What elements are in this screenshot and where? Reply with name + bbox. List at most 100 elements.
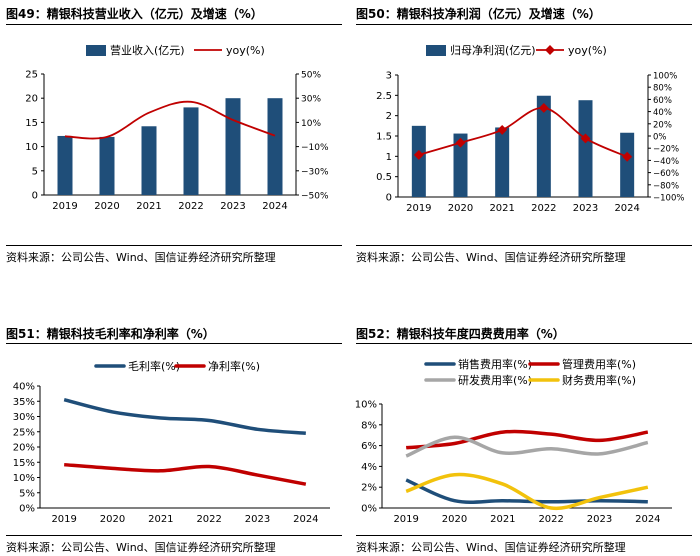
source-note-50: 资料来源：公司公告、Wind、国信证券经济研究所整理 xyxy=(356,251,626,264)
y-tick-label: 8% xyxy=(361,420,377,431)
x-tick-label: 2022 xyxy=(538,514,563,525)
series-line-1 xyxy=(64,462,307,486)
x-tick-label: 2023 xyxy=(245,514,270,525)
y-tick-label: 2% xyxy=(361,483,377,494)
legend-line-label: yoy(%) xyxy=(568,44,607,57)
yoy-marker-2023 xyxy=(580,133,591,144)
legend-label-1: 净利率(%) xyxy=(208,359,260,373)
y-tick-label: 10% xyxy=(13,473,35,484)
y-tick-label: 20% xyxy=(13,443,35,454)
y-tick-label: 0% xyxy=(361,504,377,515)
bar-2021 xyxy=(495,127,510,197)
left-tick-label: 0.5 xyxy=(376,172,392,183)
right-tick-label: 80% xyxy=(653,84,672,94)
x-tick-label: 2019 xyxy=(393,514,418,525)
x-tick-label: 2020 xyxy=(442,514,467,525)
x-tick-label: 2023 xyxy=(220,201,245,212)
yoy-marker-2019 xyxy=(413,149,424,160)
series-line-0 xyxy=(63,398,306,436)
legend-bar-swatch xyxy=(86,45,106,56)
y-tick-label: 40% xyxy=(13,382,35,393)
bar-2022 xyxy=(183,107,199,195)
right-tick-label: 60% xyxy=(653,96,672,106)
bar-2023 xyxy=(578,100,593,197)
x-tick-label: 2019 xyxy=(52,201,77,212)
title-rule-52 xyxy=(356,343,692,344)
legend-label-0: 毛利率(%) xyxy=(128,359,180,373)
x-tick-label: 2024 xyxy=(262,201,287,212)
x-tick-label: 2021 xyxy=(489,203,514,214)
left-tick-label: 15 xyxy=(25,118,38,129)
y-tick-label: 5% xyxy=(19,488,35,499)
legend-bar-label: 营业收入(亿元) xyxy=(110,43,185,57)
title-rule-49 xyxy=(6,24,342,25)
right-tick-label: −50% xyxy=(301,192,329,202)
legend-label-2: 研发费用率(%) xyxy=(458,373,532,387)
legend-label-0: 销售费用率(%) xyxy=(458,357,532,371)
legend-label-3: 财务费用率(%) xyxy=(562,373,636,387)
source-note-51: 资料来源：公司公告、Wind、国信证券经济研究所整理 xyxy=(6,541,276,554)
left-tick-label: 20 xyxy=(25,94,38,105)
left-tick-label: 25 xyxy=(25,70,38,81)
chart-title-51: 图51：精银科技毛利率和净利率（%） xyxy=(6,327,215,341)
left-tick-label: 5 xyxy=(32,166,38,177)
right-tick-label: −30% xyxy=(301,167,329,177)
source-rule-50 xyxy=(356,245,692,246)
x-tick-label: 2021 xyxy=(136,201,161,212)
right-tick-label: 0% xyxy=(653,133,667,143)
y-tick-label: 0% xyxy=(19,504,35,515)
left-tick-label: 0 xyxy=(386,193,392,204)
y-tick-label: 10% xyxy=(355,400,377,411)
series-line-0 xyxy=(405,478,648,504)
right-tick-label: 20% xyxy=(653,120,672,130)
bar-2024 xyxy=(267,98,283,195)
legend-line-label: yoy(%) xyxy=(226,44,265,57)
x-tick-label: 2021 xyxy=(148,514,173,525)
net-profit-chart: 0 0.5 1 1.5 2 2.5 3 −100% −80% −60% −40% −20% 0% 20% 4… xyxy=(376,43,684,214)
y-tick-label: 15% xyxy=(13,458,35,469)
x-tick-label: 2022 xyxy=(196,514,221,525)
source-rule-49 xyxy=(6,245,342,246)
y-tick-label: 30% xyxy=(13,412,35,423)
right-tick-label: 10% xyxy=(301,119,321,129)
bar-2019 xyxy=(57,135,73,195)
bar-2020 xyxy=(453,133,468,197)
margin-chart: 0% 5% 10% 15% 20% 25% 30% 35% 40% 2019 2020 2021 202… xyxy=(13,359,330,525)
yoy-marker-2021 xyxy=(497,124,508,135)
legend-line-marker xyxy=(545,45,555,55)
x-tick-label: 2020 xyxy=(100,514,125,525)
series-line-2 xyxy=(405,435,649,458)
left-tick-label: 10 xyxy=(25,142,38,153)
y-tick-label: 6% xyxy=(361,441,377,452)
y-tick-label: 4% xyxy=(361,462,377,473)
right-tick-label: −100% xyxy=(653,194,684,204)
x-tick-label: 2022 xyxy=(531,203,556,214)
bar-2023 xyxy=(225,98,241,195)
x-tick-label: 2019 xyxy=(51,514,76,525)
source-note-52: 资料来源：公司公告、Wind、国信证券经济研究所整理 xyxy=(356,541,626,554)
left-tick-label: 2.5 xyxy=(376,91,392,102)
yoy-line xyxy=(418,107,628,158)
left-tick-label: 1 xyxy=(386,152,392,163)
expense-ratio-chart: 0% 2% 4% 6% 8% 10% 2019 2020 2021 2022 2023 2024 销售费… xyxy=(355,357,672,525)
legend-label-1: 管理费用率(%) xyxy=(562,357,636,371)
right-tick-label: 50% xyxy=(301,71,321,81)
right-tick-label: 30% xyxy=(301,95,321,105)
right-tick-label: −20% xyxy=(653,145,679,155)
x-tick-label: 2020 xyxy=(94,201,119,212)
x-tick-label: 2023 xyxy=(573,203,598,214)
y-tick-label: 25% xyxy=(13,427,35,438)
x-tick-label: 2021 xyxy=(490,514,515,525)
x-tick-label: 2024 xyxy=(293,514,318,525)
x-tick-label: 2019 xyxy=(406,203,431,214)
bar-2021 xyxy=(141,126,157,195)
right-tick-label: 100% xyxy=(653,72,677,82)
x-tick-label: 2022 xyxy=(178,201,203,212)
right-tick-label: 40% xyxy=(653,108,672,118)
left-tick-label: 0 xyxy=(32,191,38,202)
bar-2022 xyxy=(536,95,551,197)
source-rule-51 xyxy=(6,535,342,536)
right-tick-label: −10% xyxy=(301,143,329,153)
x-tick-label: 2024 xyxy=(614,203,639,214)
chart-title-49: 图49：精银科技营业收入（亿元）及增速（%） xyxy=(6,7,263,21)
